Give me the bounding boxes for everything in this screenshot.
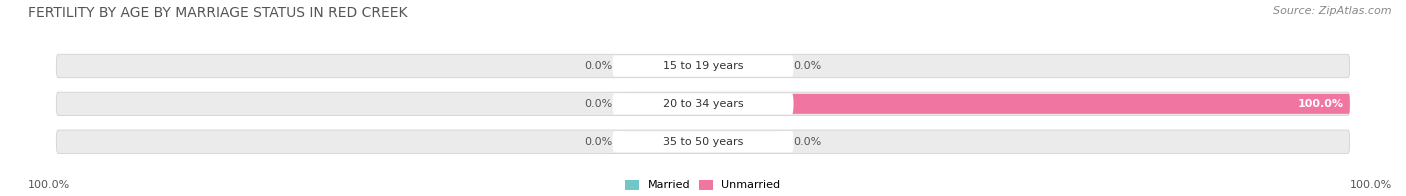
Text: FERTILITY BY AGE BY MARRIAGE STATUS IN RED CREEK: FERTILITY BY AGE BY MARRIAGE STATUS IN R… — [28, 6, 408, 20]
Text: 100.0%: 100.0% — [28, 180, 70, 190]
Text: 0.0%: 0.0% — [585, 99, 613, 109]
Text: Source: ZipAtlas.com: Source: ZipAtlas.com — [1274, 6, 1392, 16]
FancyBboxPatch shape — [613, 131, 793, 152]
FancyBboxPatch shape — [626, 132, 703, 152]
Legend: Married, Unmarried: Married, Unmarried — [626, 180, 780, 191]
Text: 15 to 19 years: 15 to 19 years — [662, 61, 744, 71]
Text: 35 to 50 years: 35 to 50 years — [662, 137, 744, 147]
FancyBboxPatch shape — [703, 132, 780, 152]
Text: 0.0%: 0.0% — [585, 137, 613, 147]
Text: 0.0%: 0.0% — [793, 137, 821, 147]
Text: 100.0%: 100.0% — [1350, 180, 1392, 190]
FancyBboxPatch shape — [626, 56, 703, 76]
Text: 0.0%: 0.0% — [793, 61, 821, 71]
Text: 100.0%: 100.0% — [1298, 99, 1343, 109]
Text: 20 to 34 years: 20 to 34 years — [662, 99, 744, 109]
FancyBboxPatch shape — [56, 92, 1350, 116]
FancyBboxPatch shape — [613, 93, 793, 114]
FancyBboxPatch shape — [613, 55, 793, 77]
FancyBboxPatch shape — [56, 54, 1350, 78]
FancyBboxPatch shape — [626, 94, 703, 114]
FancyBboxPatch shape — [56, 130, 1350, 153]
Text: 0.0%: 0.0% — [585, 61, 613, 71]
FancyBboxPatch shape — [703, 56, 780, 76]
FancyBboxPatch shape — [703, 94, 1350, 114]
